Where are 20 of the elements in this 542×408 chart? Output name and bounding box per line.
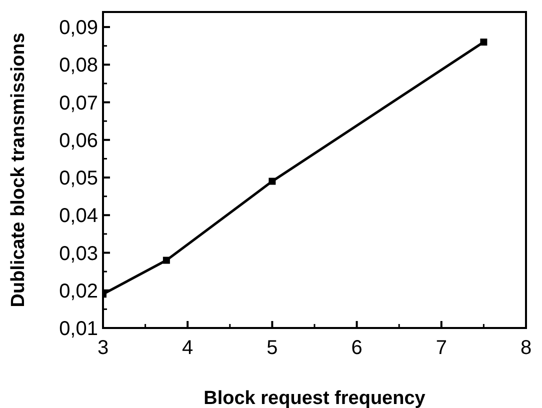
y-tick-label: 0,07 (59, 92, 98, 114)
x-tick-label: 3 (97, 337, 109, 359)
y-tick-label: 0,08 (59, 54, 98, 77)
x-tick-label: 5 (266, 337, 278, 359)
y-tick-label: 0,09 (59, 17, 98, 40)
x-tick-label: 7 (436, 337, 447, 359)
x-tick-label: 8 (520, 337, 532, 359)
point (162, 256, 170, 264)
y-axis-title: Dublicate block transmissions (8, 32, 29, 308)
y-tick-label: 0,02 (59, 280, 98, 302)
y-tick-label: 0,05 (59, 168, 98, 190)
x-tick-label: 4 (182, 337, 194, 359)
y-tick-label: 0,01 (59, 318, 98, 340)
y-tick-label: 0,06 (59, 130, 98, 152)
y-tick-label: 0,03 (59, 242, 98, 265)
point (480, 38, 488, 46)
x-axis-title: Block request frequency (204, 388, 426, 408)
x-tick-label: 6 (351, 337, 362, 359)
y-tick-label: 0,04 (59, 205, 98, 228)
point (268, 178, 276, 185)
